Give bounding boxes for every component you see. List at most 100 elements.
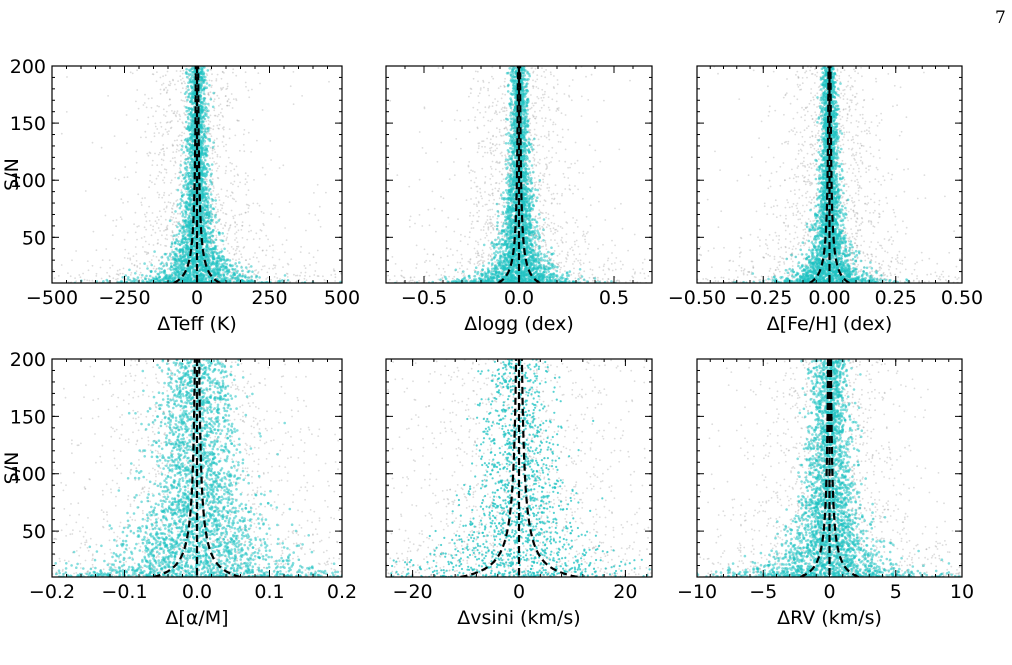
scatter-point-all [477,241,479,244]
scatter-point-all [88,279,91,282]
scatter-point-selected [165,264,168,267]
scatter-point-all [67,272,69,274]
scatter-point-all [136,265,139,267]
scatter-point-all [568,85,571,87]
scatter-point-selected [208,236,212,239]
scatter-point-all [175,221,178,223]
scatter-point-all [86,260,89,262]
scatter-point-all [264,173,267,176]
scatter-point-all [172,151,175,154]
scatter-point-selected [277,280,280,283]
scatter-point-all [159,121,162,124]
scatter-point-all [543,175,546,178]
scatter-point-all [210,79,213,82]
scatter-point-all [143,236,146,238]
scatter-point-all [166,131,169,133]
scatter-point-selected [149,270,153,273]
scatter-point-all [285,239,288,242]
scatter-point-selected [208,84,211,87]
x-tick-label: −250 [98,287,150,309]
scatter-point-all [248,224,251,227]
scatter-point-selected [185,146,188,149]
scatter-point-selected [203,133,206,136]
scatter-point-all [136,238,138,241]
scatter-point-all [233,175,236,177]
scatter-point-all [180,139,183,142]
scatter-point-selected [192,279,195,283]
scatter-point-all [220,223,223,226]
scatter-point-all [177,212,179,215]
scatter-point-all [168,98,171,100]
scatter-point-all [222,145,225,148]
scatter-point-all [569,188,572,191]
scatter-point-selected [235,265,239,268]
scatter-point-all [163,168,166,171]
scatter-point-selected [206,144,210,148]
scatter-point-all [221,70,224,73]
scatter-point-selected [183,255,187,259]
scatter-point-selected [180,195,184,198]
scatter-point-selected [201,225,205,228]
y-tick-label: 100 [10,170,46,192]
scatter-point-all [214,163,217,165]
scatter-point-all [34,281,36,283]
scatter-point-selected [248,269,251,273]
scatter-point-selected [185,109,188,113]
scatter-point-all [143,102,146,104]
scatter-point-all [237,245,240,248]
scatter-point-all [594,149,597,152]
scatter-point-all [135,260,138,262]
scatter-point-all [169,127,172,130]
scatter-point-all [221,88,224,90]
scatter-point-all [554,231,556,234]
scatter-point-all [215,236,218,239]
scatter-point-all [241,273,244,276]
scatter-point-all [250,151,253,153]
scatter-point-all [237,174,240,177]
scatter-point-selected [184,246,188,249]
scatter-point-all [494,213,497,216]
scatter-point-all [163,201,166,204]
scatter-point-all [208,79,211,82]
scatter-point-all [403,280,405,283]
scatter-point-all [180,189,183,192]
scatter-point-all [176,144,178,146]
scatter-point-all [209,91,212,94]
scatter-point-all [170,259,173,261]
scatter-point-all [254,269,256,272]
scatter-point-all [541,99,544,102]
scatter-point-all [135,270,138,273]
scatter-point-all [164,128,167,131]
scatter-point-selected [184,180,187,184]
scatter-point-selected [186,116,190,119]
scatter-point-all [159,151,161,154]
x-tick-label: 250 [251,287,287,309]
scatter-point-all [163,208,166,211]
scatter-point-selected [191,179,195,182]
scatter-point-all [165,168,168,171]
scatter-point-all [158,171,161,173]
scatter-point-all [232,71,234,74]
scatter-point-selected [150,279,153,283]
scatter-point-selected [204,277,208,281]
scatter-point-selected [191,253,194,257]
scatter-point-all [273,264,275,267]
scatter-point-all [139,267,141,270]
scatter-point-all [137,193,140,196]
scatter-point-selected [203,200,206,204]
scatter-point-selected [190,209,194,212]
scatter-point-all [203,142,206,144]
scatter-point-selected [195,248,198,252]
scatter-point-all [164,115,167,117]
scatter-point-all [228,226,231,229]
scatter-point-all [66,76,68,78]
scatter-point-all [507,153,509,156]
scatter-point-all [160,223,163,226]
scatter-point-selected [202,167,206,170]
scatter-point-all [490,224,493,227]
scatter-point-all [131,72,134,75]
scatter-point-all [179,212,182,215]
scatter-point-all [153,265,156,268]
scatter-point-all [145,211,148,214]
scatter-point-selected [184,168,187,171]
